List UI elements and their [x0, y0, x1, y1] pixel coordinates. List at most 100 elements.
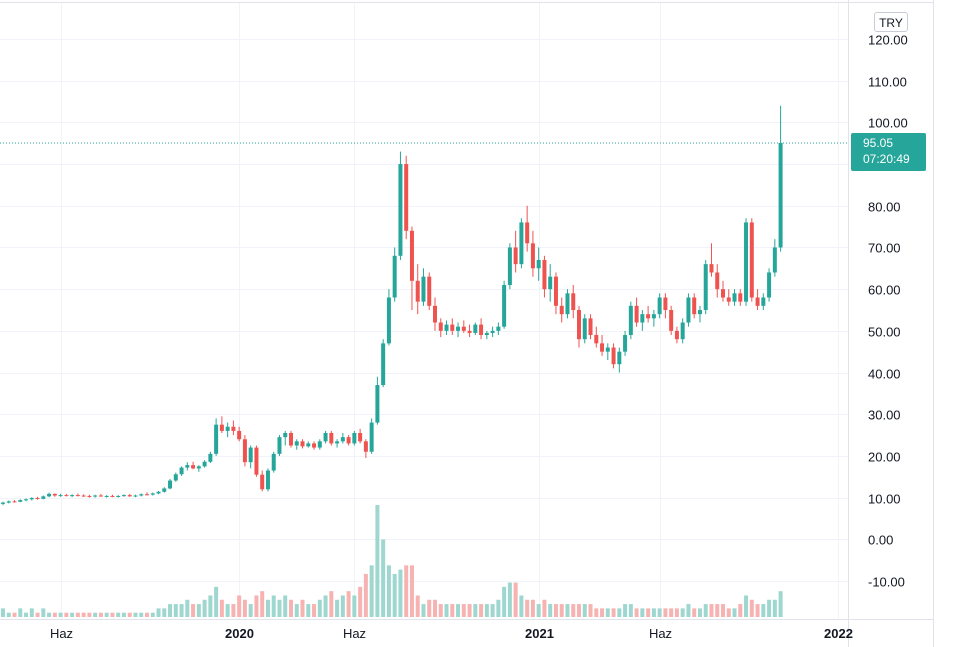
- candle-body: [179, 467, 184, 475]
- volume-bar: [692, 608, 697, 617]
- volume-bar: [81, 612, 86, 617]
- volume-bar: [208, 595, 213, 617]
- volume-bar: [600, 608, 605, 617]
- volume-bar: [133, 612, 138, 617]
- volume-bars: [1, 505, 783, 617]
- volume-bar: [697, 608, 702, 617]
- volume-bar: [398, 569, 403, 617]
- candle-body: [185, 465, 190, 468]
- candle-body: [386, 297, 391, 344]
- volume-bar: [317, 599, 322, 617]
- price-axis: 120.00110.00100.0090.0080.0070.0060.0050…: [868, 33, 908, 590]
- candle-body: [254, 447, 259, 475]
- price-candles: [1, 105, 783, 506]
- volume-bar: [755, 604, 760, 617]
- volume-bar: [358, 586, 363, 617]
- candle-body: [513, 247, 518, 265]
- volume-bar: [456, 604, 461, 617]
- volume-bar: [12, 612, 17, 617]
- volume-bar: [605, 608, 610, 617]
- volume-bar: [185, 599, 190, 617]
- volume-bar: [623, 604, 628, 617]
- candle-body: [12, 501, 17, 503]
- last-price-badge-bg: [851, 133, 926, 172]
- candle-body: [721, 289, 725, 298]
- x-tick-label: 2021: [525, 626, 554, 641]
- candle-body: [623, 335, 628, 352]
- candle-body: [104, 495, 109, 497]
- volume-bar: [248, 604, 253, 617]
- candle-body: [767, 272, 772, 298]
- y-tick-label: 10.00: [868, 492, 901, 507]
- volume-bar: [346, 591, 351, 617]
- candle-body: [542, 259, 547, 290]
- candle-body: [692, 297, 697, 315]
- volume-bar: [640, 608, 645, 617]
- candle-body: [116, 495, 121, 497]
- volume-bar: [93, 612, 98, 617]
- candle-body: [306, 443, 311, 447]
- volume-bar: [628, 604, 633, 617]
- candle-body: [202, 461, 207, 467]
- candle-body: [242, 439, 247, 463]
- volume-bar: [680, 608, 685, 617]
- candle-body: [64, 495, 69, 497]
- volume-bar: [254, 595, 259, 617]
- volume-bar: [29, 608, 34, 617]
- candle-body: [58, 495, 63, 497]
- volume-bar: [231, 604, 236, 617]
- candle-body: [415, 280, 420, 302]
- volume-bar: [496, 599, 501, 617]
- volume-bar: [461, 604, 466, 617]
- y-tick-label: 40.00: [868, 367, 901, 382]
- candle-body: [421, 276, 426, 302]
- y-tick-label: 30.00: [868, 408, 901, 423]
- candle-body: [265, 470, 270, 490]
- candle-body: [588, 318, 593, 336]
- candle-body: [738, 293, 743, 302]
- volume-bar: [450, 604, 455, 617]
- candle-body: [196, 466, 201, 469]
- candle-body: [697, 310, 702, 315]
- x-tick-label: Haz: [649, 626, 672, 641]
- currency-label[interactable]: TRY: [874, 12, 908, 32]
- candle-body: [93, 495, 98, 497]
- candle-body: [41, 496, 46, 499]
- y-tick-label: 120.00: [868, 33, 908, 48]
- candle-body: [87, 495, 92, 497]
- candle-body: [709, 264, 714, 273]
- volume-bar: [242, 599, 247, 617]
- candle-body: [548, 276, 553, 290]
- x-tick-label: Haz: [343, 626, 366, 641]
- candle-body: [536, 259, 541, 269]
- volume-bar: [646, 608, 651, 617]
- candle-body: [162, 488, 167, 492]
- candle-body: [467, 330, 472, 333]
- candle-body: [335, 441, 340, 444]
- candle-body: [484, 332, 489, 336]
- candle-body: [559, 305, 564, 315]
- volume-bar: [767, 599, 772, 617]
- candle-body: [577, 310, 581, 340]
- volume-bar: [709, 604, 714, 617]
- y-tick-label: 50.00: [868, 325, 901, 340]
- candle-body: [294, 441, 299, 446]
- volume-bar: [6, 612, 11, 617]
- candle-body: [289, 432, 293, 446]
- candle-body: [502, 284, 507, 327]
- y-tick-label: 110.00: [868, 75, 907, 90]
- candle-body: [312, 443, 317, 448]
- candle-body: [150, 493, 155, 495]
- volume-bar: [686, 604, 691, 617]
- volume-bar: [738, 604, 743, 617]
- candle-body: [594, 335, 599, 344]
- volume-bar: [778, 591, 783, 617]
- candle-body: [375, 385, 380, 423]
- volume-bar: [1, 608, 5, 617]
- volume-bar: [484, 604, 489, 617]
- volume-bar: [749, 599, 754, 617]
- volume-bar: [98, 612, 103, 617]
- volume-bar: [312, 604, 317, 617]
- candle-body: [490, 330, 495, 333]
- y-tick-label: 100.00: [868, 116, 908, 131]
